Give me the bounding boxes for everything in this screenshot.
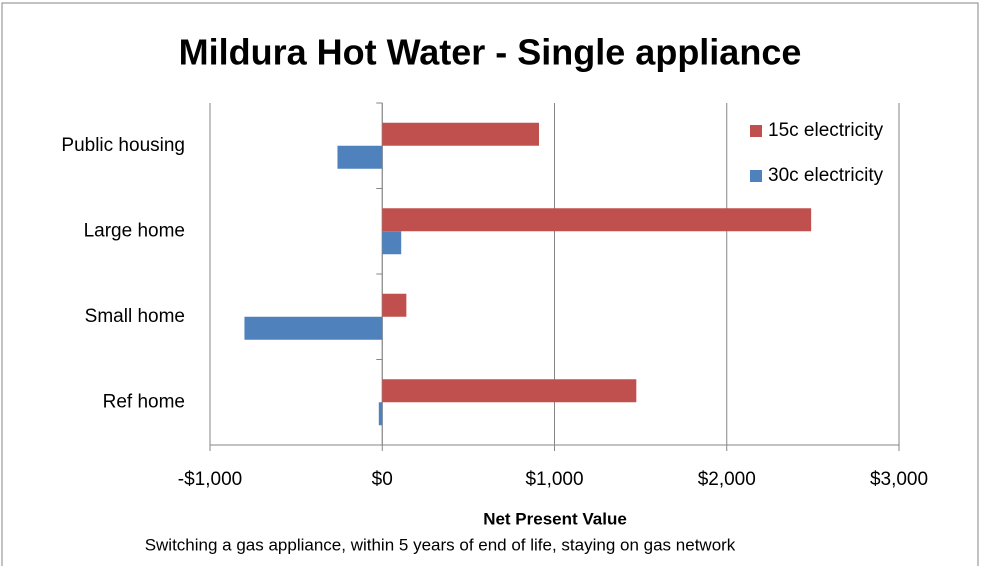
bar [382,379,637,403]
x-tick-label: $1,000 [525,469,583,490]
bar [382,208,812,232]
legend-label: 15c electricity [768,120,884,141]
legend-swatch [750,170,762,182]
x-tick-label: $3,000 [870,469,928,490]
bar [382,122,539,146]
y-tick-label: Ref home [103,391,185,412]
bar [337,145,383,169]
y-tick-label: Small home [85,306,185,327]
y-tick-label: Public housing [61,135,185,156]
y-tick-label: Large home [84,220,185,241]
bar [244,316,383,340]
bar [382,293,407,317]
caption: Switching a gas appliance, within 5 year… [145,535,736,554]
legend-label: 30c electricity [768,165,884,186]
x-axis-title: Net Present Value [483,509,627,528]
chart-title: Mildura Hot Water - Single appliance [179,32,802,73]
x-tick-label: -$1,000 [178,469,242,490]
bar [378,402,383,426]
bar [382,231,402,255]
legend-swatch [750,125,762,137]
x-tick-label: $2,000 [698,469,756,490]
x-tick-label: $0 [372,469,393,490]
